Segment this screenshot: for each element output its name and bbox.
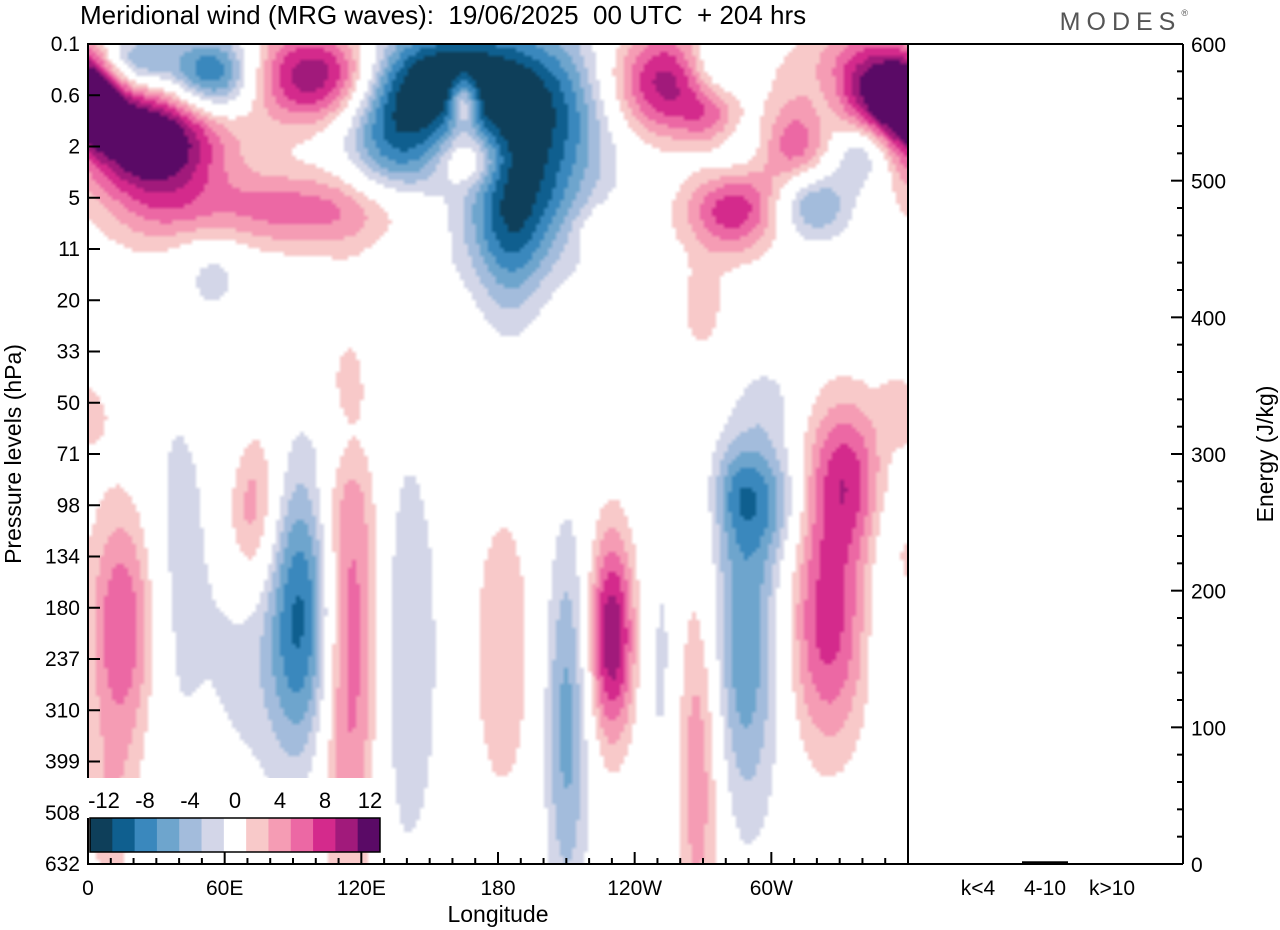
y-tick-label: 20 [57,289,80,312]
energy-y-tick-label: 0 [1191,854,1203,877]
colorbar-swatch [179,818,203,852]
colorbar-swatch [290,818,314,852]
x-axis-title: Longitude [447,901,548,927]
energy-y-tick-label: 300 [1191,444,1226,467]
axes-layer: 0.1 0.6 2 5 11 20 33 50 71 98 134 180 237 310 399 508 63… [45,33,909,900]
chart-title: Meridional wind (MRG waves): 19/06/2025 … [80,0,807,30]
colorbar: -12 -8 -4 0 4 8 12 [86,778,384,853]
colorbar-label: -8 [135,788,155,813]
energy-y-tick-label: 200 [1191,581,1226,604]
energy-category-label: k<4 [961,877,996,900]
colorbar-swatch [268,818,292,852]
y-tick-label: 5 [68,187,80,210]
colorbar-swatch [335,818,359,852]
x-tick-label: 60W [750,877,793,900]
energy-panel: 0 100 200 300 400 500 600 k<4 4-10 k>10 [908,34,1226,900]
energy-category-label: 4-10 [1024,877,1066,900]
y-tick-label: 0.6 [51,84,80,107]
x-tick-label: 120W [607,877,662,900]
heatmap-field [88,44,908,864]
y-tick-label: 134 [45,546,80,569]
y-tick-label: 632 [45,853,80,876]
colorbar-swatch [90,818,113,852]
colorbar-frame [89,817,381,853]
energy-y-tick-label: 400 [1191,307,1226,330]
colorbar-label: 0 [229,788,241,813]
y-tick-label: 237 [45,648,80,671]
colorbar-swatch [134,818,158,852]
colorbar-label: -12 [88,788,120,813]
colorbar-label: 4 [274,788,286,813]
energy-y-tick-label: 500 [1191,171,1226,194]
x-tick-label: 0 [82,877,94,900]
colorbar-label: 12 [358,788,382,813]
x-tick-label: 120E [337,877,386,900]
colorbar-label: -4 [180,788,200,813]
brand-logo: MODES® [1060,8,1188,37]
colorbar-swatch [357,818,381,852]
y-tick-label: 310 [45,699,80,722]
brand-registered-mark: ® [1181,8,1188,18]
y-axis-title: Pressure levels (hPa) [0,344,26,564]
energy-y-tick-label: 100 [1191,717,1226,740]
y-tick-label: 0.1 [51,33,80,56]
colorbar-swatch [156,818,180,852]
energy-y-tick-label: 600 [1191,34,1226,57]
energy-bar [1089,863,1135,864]
energy-bar [955,863,1001,864]
colorbar-label-backdrop [86,778,384,818]
energy-category-label: k>10 [1089,877,1135,900]
y-tick-label: 2 [68,136,80,159]
y-tick-label: 180 [45,597,80,620]
y-tick-label: 33 [57,341,80,364]
colorbar-swatch [223,818,247,852]
energy-axis-title: Energy (J/kg) [1252,386,1278,523]
y-tick-label: 98 [57,494,80,517]
colorbar-swatch [112,818,136,852]
x-tick-label: 180 [480,877,515,900]
energy-bar [1022,861,1068,864]
x-tick-label: 60E [206,877,243,900]
colorbar-swatch [246,818,269,852]
y-tick-label: 11 [58,238,80,261]
colorbar-swatch [313,818,336,852]
y-tick-label: 71 [57,443,80,466]
y-tick-label: 399 [45,751,80,774]
colorbar-label: 8 [319,788,331,813]
y-tick-label: 50 [57,392,80,415]
colorbar-swatch [201,818,225,852]
y-tick-label: 508 [45,802,80,825]
brand-text: MODES [1059,8,1182,36]
